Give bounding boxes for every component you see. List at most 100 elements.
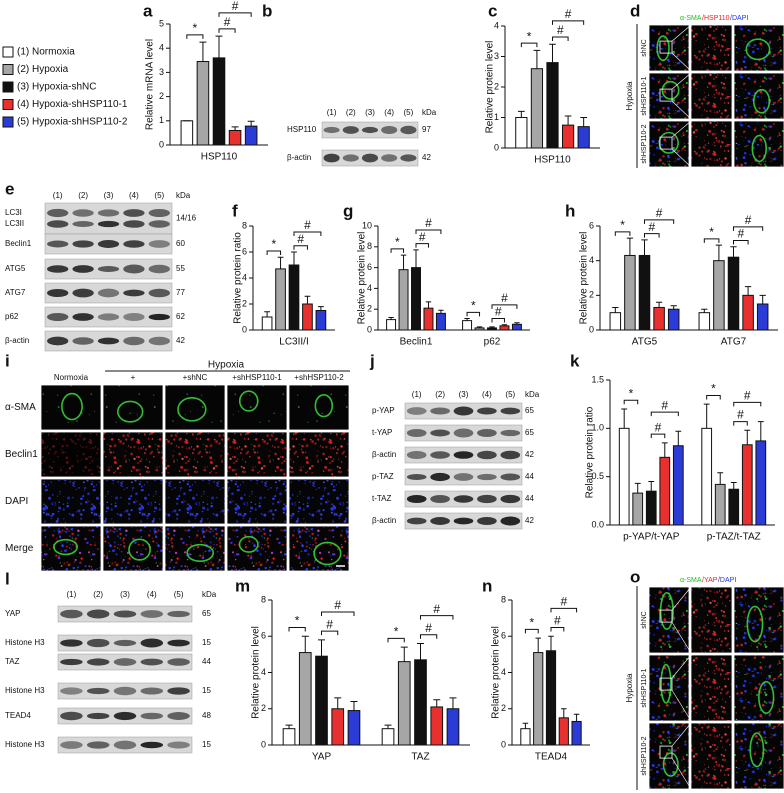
error-bar (670, 305, 677, 310)
y-tick-label: 1 (494, 112, 499, 122)
y-axis-label: Relative protein ratio (233, 232, 244, 324)
lane-label: (2) (93, 590, 103, 599)
blot-band (47, 265, 69, 273)
kda-value: 42 (422, 153, 431, 162)
bar (558, 717, 569, 746)
blot-band (430, 472, 450, 482)
legend-swatch (2, 46, 14, 58)
error-bar (247, 120, 255, 127)
bar (667, 308, 680, 331)
y-tick-label: 2 (261, 703, 266, 713)
blot-band (97, 337, 120, 345)
error-bar (400, 646, 408, 662)
error-bar (514, 322, 520, 325)
y-tick-label: 0 (159, 139, 164, 149)
significance-mark: # (648, 220, 655, 234)
micrograph-tile (165, 432, 225, 477)
micrograph-tile (227, 385, 287, 430)
significance-bracket (415, 243, 429, 248)
significance-mark: # (560, 595, 567, 609)
significance-mark: # (565, 7, 572, 21)
significance-mark: * (711, 382, 716, 396)
vessel (658, 131, 679, 154)
legend-label: (1) Normoxia (17, 47, 75, 58)
legend-swatch (2, 116, 14, 128)
error-bar (759, 294, 766, 304)
x-category-label: ATG7 (721, 337, 747, 348)
blot-band (500, 473, 521, 481)
blot-band (113, 711, 137, 721)
lane-label: (3) (365, 108, 375, 117)
blot-band (97, 240, 120, 248)
significance-mark: # (501, 291, 508, 305)
vessel (745, 38, 771, 61)
protein-label: t-TAZ (372, 494, 392, 503)
error-bar (264, 311, 271, 317)
error-bar (730, 481, 737, 490)
blot-band (60, 639, 83, 647)
zoom-box (659, 609, 673, 623)
y-tick-label: 0 (242, 324, 247, 334)
bar (561, 124, 575, 149)
vessel (662, 752, 679, 777)
zoom-box (659, 136, 673, 150)
y-tick-label: 2 (589, 290, 594, 300)
blot-band (60, 609, 83, 619)
y-axis-label: Relative protein level (251, 626, 262, 719)
kda-unit: kDa (422, 108, 437, 117)
error-bar (626, 237, 634, 256)
kda-value: 65 (525, 428, 534, 437)
significance-bracket (650, 433, 666, 439)
vessel (186, 543, 215, 562)
bar (713, 260, 725, 331)
zoom-box (659, 677, 673, 691)
y-tick-label: 4 (494, 20, 499, 30)
error-bar (384, 724, 392, 729)
error-bar (334, 697, 342, 709)
blot-band (72, 337, 94, 345)
vessel (313, 541, 342, 566)
kda-value: 60 (176, 239, 185, 248)
significance-mark: # (304, 218, 311, 232)
error-bar (612, 306, 619, 313)
stain-label: /DAPI (730, 15, 748, 22)
y-tick-label: 0 (367, 324, 372, 334)
x-category-label: p-YAP/t-YAP (623, 532, 680, 543)
tile-border (226, 431, 288, 478)
error-bar (231, 126, 239, 131)
micrograph-tile (691, 25, 732, 71)
y-tick-label: 2 (159, 91, 164, 101)
zoom-lines (671, 120, 692, 168)
protein-label: TEAD4 (5, 711, 31, 720)
bar (577, 126, 590, 149)
row-label: shHSP110-2 (641, 124, 648, 163)
bar (331, 708, 345, 746)
blot-band (500, 516, 521, 526)
significance-bracket (218, 28, 236, 33)
kda-value: 15 (202, 740, 211, 749)
blot-band (113, 639, 137, 647)
group-label: Hypoxia (208, 360, 245, 371)
lane-label: (2) (346, 108, 356, 117)
tile-border (288, 431, 350, 478)
legend-label: (2) Hypoxia (17, 64, 69, 75)
kda-value: 62 (176, 312, 185, 321)
protein-label: Histone H3 (5, 638, 45, 647)
bar (423, 307, 434, 331)
error-bar (634, 482, 641, 494)
y-tick-label: 8 (242, 220, 247, 230)
row-label: shHSP110-1 (641, 668, 648, 707)
lane-label: (3) (104, 191, 114, 200)
error-bar (533, 49, 541, 69)
lane-label: (5) (505, 390, 515, 399)
bar (515, 117, 528, 149)
tile-border (648, 24, 690, 72)
vessel (314, 394, 334, 418)
kda-value: 42 (525, 516, 534, 525)
y-axis-label: Relative protein level (357, 232, 368, 325)
protein-label: β-actin (372, 450, 396, 459)
bar (499, 325, 510, 331)
column-label: Normoxia (54, 373, 89, 382)
vessel (659, 591, 674, 630)
significance-bracket (288, 627, 306, 632)
